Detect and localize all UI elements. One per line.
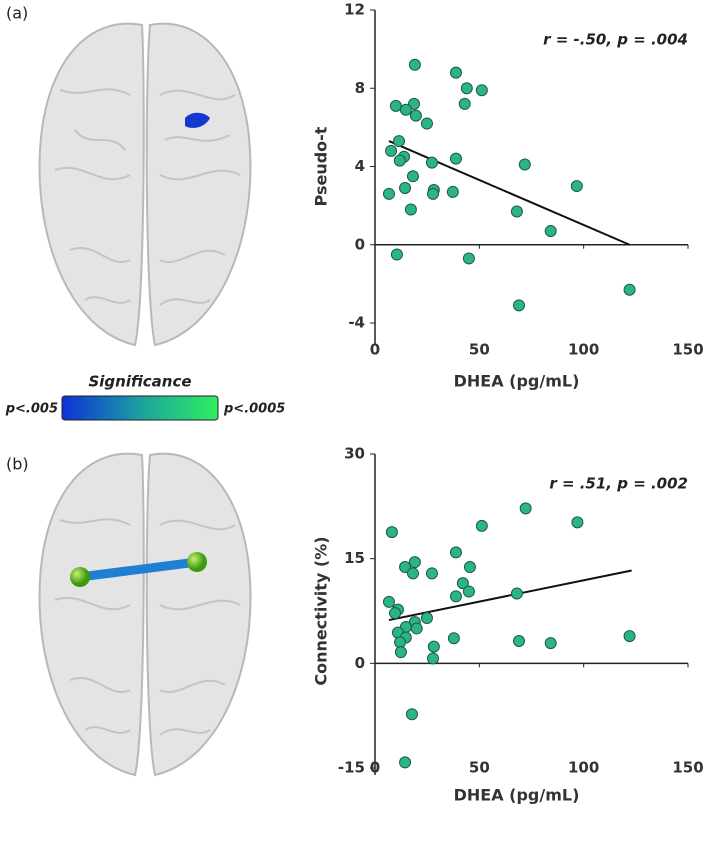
point: [449, 590, 462, 603]
point: [447, 632, 460, 645]
point: [544, 637, 557, 650]
point: [512, 635, 525, 648]
point: [385, 526, 398, 539]
y-tick-label: 0: [355, 235, 365, 253]
point: [408, 97, 421, 110]
brain-image: [38, 452, 252, 777]
point: [385, 144, 398, 157]
point: [425, 567, 438, 580]
colorbar-min-label: p<.005: [5, 402, 58, 417]
y-tick-label: 0: [355, 654, 365, 672]
connection: [79, 557, 198, 582]
point: [394, 646, 407, 659]
point: [409, 109, 422, 122]
x-tick-label: 50: [469, 341, 490, 359]
y-tick-label: 30: [344, 445, 365, 463]
point: [427, 187, 440, 200]
point: [512, 299, 525, 312]
point: [399, 561, 412, 574]
point: [392, 135, 405, 148]
point: [420, 611, 433, 624]
point: [382, 595, 395, 608]
x-tick-label: 150: [672, 759, 703, 777]
point: [510, 205, 523, 218]
point: [449, 152, 462, 165]
point: [458, 97, 471, 110]
point: [389, 607, 402, 620]
y-tick-label: 12: [344, 1, 365, 19]
annotation: r = .51, p = .002: [549, 475, 688, 493]
point: [406, 567, 419, 580]
point: [544, 225, 557, 238]
point: [410, 622, 423, 635]
point: [405, 708, 418, 721]
node: [187, 552, 207, 572]
point: [406, 170, 419, 183]
y-axis-title: Pseudo-t: [312, 126, 331, 206]
point: [408, 556, 421, 569]
colorbar: [61, 395, 219, 421]
point: [427, 640, 440, 653]
point: [446, 185, 459, 198]
x-tick-label: 0: [370, 759, 380, 777]
point: [456, 577, 469, 590]
point: [460, 82, 473, 95]
y-axis-title: Connectivity (%): [312, 536, 331, 685]
point: [623, 630, 636, 643]
point: [408, 58, 421, 71]
point: [518, 158, 531, 171]
y-tick-label: 8: [355, 79, 365, 97]
y-tick-label: 15: [344, 549, 365, 567]
y-tick-label: -4: [348, 314, 365, 332]
y-tick-label: -15: [338, 759, 365, 777]
point: [399, 103, 412, 116]
x-tick-label: 150: [672, 341, 703, 359]
x-tick-label: 100: [568, 759, 599, 777]
point: [449, 546, 462, 559]
point: [382, 187, 395, 200]
point: [399, 182, 412, 195]
x-tick-label: 100: [568, 341, 599, 359]
point: [404, 203, 417, 216]
point: [475, 84, 488, 97]
trendline: [388, 140, 630, 246]
node: [70, 567, 90, 587]
point: [570, 180, 583, 193]
point: [475, 519, 488, 532]
trendline: [388, 569, 632, 622]
point: [427, 652, 440, 665]
point: [463, 561, 476, 574]
x-axis-title: DHEA (pg/mL): [454, 786, 580, 805]
activation-blob: [185, 112, 210, 128]
point: [390, 248, 403, 261]
point: [420, 117, 433, 130]
colorbar-max-label: p<.0005: [223, 402, 285, 417]
panel-label: (b): [6, 455, 29, 474]
panel-label: (a): [6, 4, 28, 23]
x-axis-title: DHEA (pg/mL): [454, 372, 580, 391]
point: [389, 99, 402, 112]
point: [462, 585, 475, 598]
point: [399, 756, 412, 769]
point: [623, 283, 636, 296]
x-tick-label: 50: [469, 759, 490, 777]
point: [510, 587, 523, 600]
y-tick-label: 4: [355, 157, 365, 175]
annotation: r = -.50, p = .004: [543, 31, 688, 49]
point: [462, 252, 475, 265]
point: [425, 156, 438, 169]
brain-image: [38, 22, 252, 347]
point: [393, 154, 406, 167]
point: [519, 502, 532, 515]
x-tick-label: 0: [370, 341, 380, 359]
point: [571, 516, 584, 529]
colorbar-title: Significance: [88, 373, 191, 391]
point: [449, 66, 462, 79]
